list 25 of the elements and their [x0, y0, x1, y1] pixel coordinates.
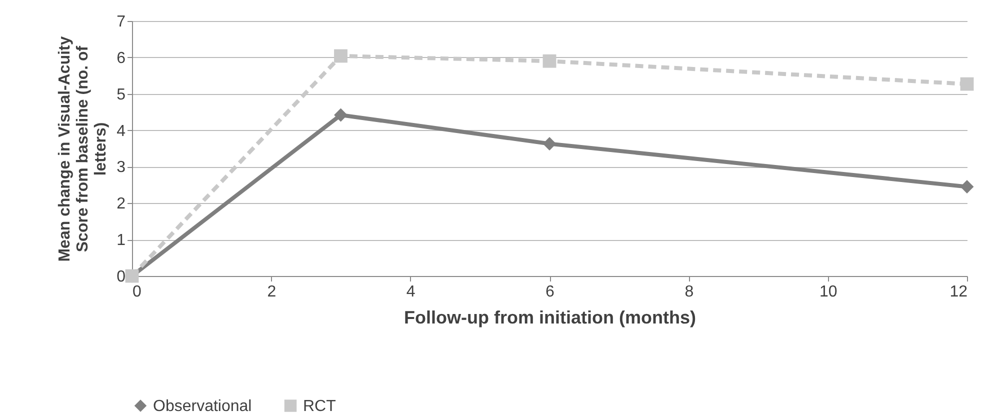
legend-label: Observational [153, 398, 252, 415]
x-tick-label: 6 [546, 284, 555, 300]
point [542, 54, 556, 68]
x-axis-title: Follow-up from initiation (months) [404, 308, 696, 328]
x-tick-label: 4 [406, 284, 416, 300]
y-tick-label: 1 [116, 232, 126, 250]
y-tick-label: 5 [116, 86, 126, 104]
point [960, 180, 974, 194]
y-tick-label: 2 [116, 196, 126, 213]
y-axis-title: Mean change in Visual-Acuity Score from baseline (no. of letters) [56, 36, 110, 262]
y-tick-label: 0 [116, 268, 126, 286]
x-tick-label: 12 [950, 284, 968, 300]
y-tick-label: 4 [116, 122, 126, 140]
y-tick-label: 6 [116, 50, 126, 67]
x-tick-label: 0 [132, 284, 142, 300]
point [960, 77, 974, 91]
legend-label: RCT [303, 398, 336, 415]
y-tick-label: 3 [116, 159, 126, 176]
x-tick-label: 10 [819, 284, 838, 300]
point [334, 49, 348, 63]
x-tick-label: 2 [267, 284, 276, 300]
point [542, 137, 556, 150]
point [334, 108, 348, 122]
x-tick-label: 8 [684, 284, 694, 300]
y-tick-label: 7 [116, 14, 126, 30]
